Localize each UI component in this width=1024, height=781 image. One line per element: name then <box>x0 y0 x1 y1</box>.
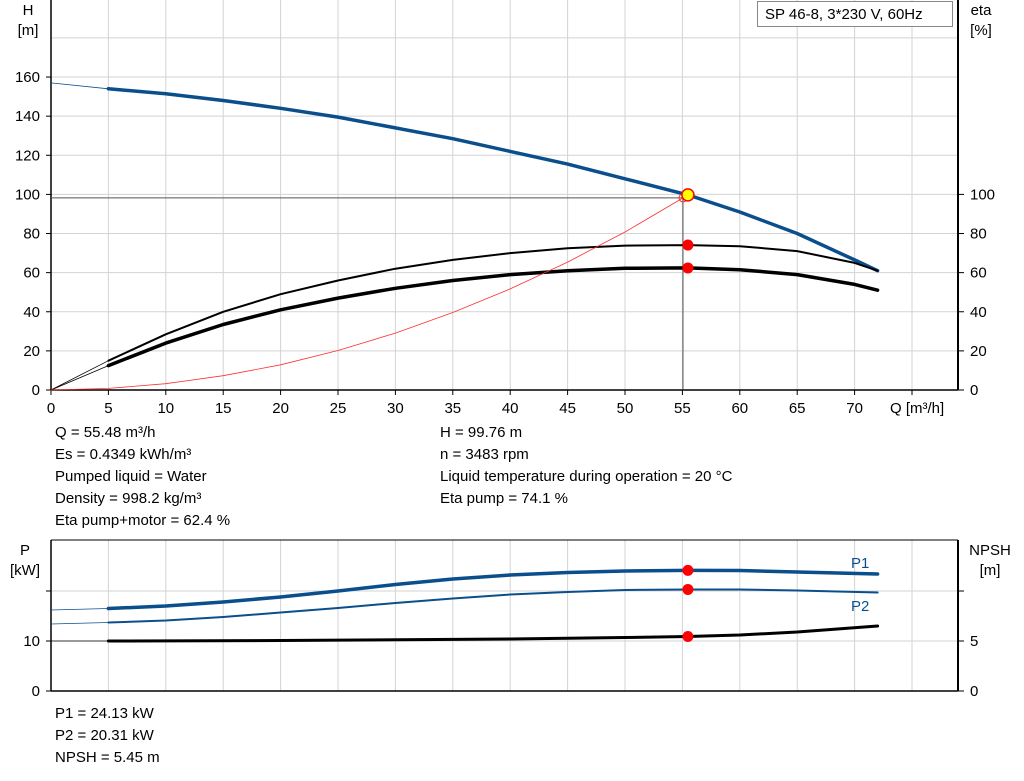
curve-system_curve <box>50 197 684 391</box>
curve-P2 <box>107 588 879 624</box>
info-liquid: Pumped liquid = Water <box>55 468 207 485</box>
y-tick-label-right: 60 <box>970 265 987 282</box>
x-tick-label: 60 <box>731 400 748 417</box>
curve-extension-eta_pump_motor <box>50 365 109 391</box>
info-left-column: Q = 55.48 m³/h Es = 0.4349 kWh/m³ Pumped… <box>55 422 230 532</box>
series-label-p1: P1 <box>851 555 869 572</box>
info-p1: P1 = 24.13 kW <box>55 705 154 722</box>
npsh-axis-label: NPSH <box>969 542 1011 559</box>
npsh-axis-unit: [m] <box>980 562 1001 579</box>
p-tick-label: 10 <box>23 633 40 650</box>
chart-title-box: SP 46-8, 3*230 V, 60Hz <box>757 1 953 27</box>
info-speed: n = 3483 rpm <box>440 446 529 463</box>
operating-point-marker <box>681 188 695 202</box>
y-tick-label-right: 100 <box>970 186 995 203</box>
info-es: Es = 0.4349 kWh/m³ <box>55 446 192 463</box>
y-tick-label-right: 0 <box>970 382 978 399</box>
curve-eta_pump_motor <box>106 266 880 368</box>
info-eta-pump: Eta pump = 74.1 % <box>440 490 568 507</box>
curve-H <box>106 87 880 273</box>
y-tick-label-left: 0 <box>32 382 40 399</box>
y-tick-label-left: 60 <box>23 265 40 282</box>
y-axis-unit-right: [%] <box>970 22 992 39</box>
marker-eta-pump-motor <box>682 262 694 274</box>
npsh-tick-label: 0 <box>970 683 978 700</box>
info-head: H = 99.76 m <box>440 424 523 441</box>
curve-extension-H <box>50 82 109 90</box>
x-tick-label: 55 <box>674 400 691 417</box>
y-tick-label-right: 80 <box>970 226 987 243</box>
x-tick-label: 65 <box>789 400 806 417</box>
marker-p2 <box>682 583 694 595</box>
npsh-tick-label: 5 <box>970 633 978 650</box>
y-axis-label-right: eta <box>971 2 993 19</box>
y-tick-label-left: 160 <box>15 69 40 86</box>
x-tick-label: 0 <box>47 400 55 417</box>
y-tick-label-left: 140 <box>15 108 40 125</box>
info-density: Density = 998.2 kg/m³ <box>55 490 202 507</box>
info-npsh: NPSH = 5.45 m <box>55 749 160 766</box>
x-tick-label: 40 <box>502 400 519 417</box>
curve-eta_pump <box>107 244 879 362</box>
series-label-p2: P2 <box>851 598 869 615</box>
curve-P1 <box>106 568 880 611</box>
chart-title: SP 46-8, 3*230 V, 60Hz <box>765 6 923 23</box>
info-temperature: Liquid temperature during operation = 20… <box>440 468 733 485</box>
curve-extension-P1 <box>50 608 109 611</box>
x-axis-label: Q [m³/h] <box>890 400 944 417</box>
x-tick-label: 15 <box>215 400 232 417</box>
y-tick-label-left: 120 <box>15 147 40 164</box>
info-p2: P2 = 20.31 kW <box>55 727 154 744</box>
y-tick-label-left: 40 <box>23 304 40 321</box>
x-tick-label: 10 <box>157 400 174 417</box>
x-tick-label: 5 <box>104 400 112 417</box>
y-axis-label-left: H <box>23 2 34 19</box>
x-tick-label: 25 <box>330 400 347 417</box>
x-tick-label: 70 <box>846 400 863 417</box>
y-tick-label-right: 20 <box>970 343 987 360</box>
y-tick-label-left: 100 <box>15 186 40 203</box>
x-tick-label: 50 <box>617 400 634 417</box>
y-tick-label-right: 40 <box>970 304 987 321</box>
marker-p1 <box>682 564 694 576</box>
info-bottom: P1 = 24.13 kW P2 = 20.31 kW NPSH = 5.45 … <box>55 703 160 769</box>
x-tick-label: 20 <box>272 400 289 417</box>
info-right-column: H = 99.76 m n = 3483 rpm Liquid temperat… <box>440 422 732 510</box>
y-axis-unit-left: [m] <box>18 22 39 39</box>
y-tick-label-left: 20 <box>23 343 40 360</box>
x-tick-label: 45 <box>559 400 576 417</box>
y-tick-label-left: 80 <box>23 226 40 243</box>
x-tick-label: 30 <box>387 400 404 417</box>
marker-eta-pump <box>682 239 694 251</box>
curve-extension-P2 <box>50 622 109 625</box>
curve-NPSH <box>106 624 880 643</box>
info-eta-pump-motor: Eta pump+motor = 62.4 % <box>55 512 231 529</box>
p-axis-unit: [kW] <box>10 562 40 579</box>
curve-extension-eta_pump <box>50 360 109 391</box>
x-tick-label: 35 <box>444 400 461 417</box>
p-axis-label: P <box>20 542 30 559</box>
info-flow: Q = 55.48 m³/h <box>55 424 156 441</box>
marker-npsh <box>682 631 694 642</box>
p-tick-label: 0 <box>32 683 40 700</box>
